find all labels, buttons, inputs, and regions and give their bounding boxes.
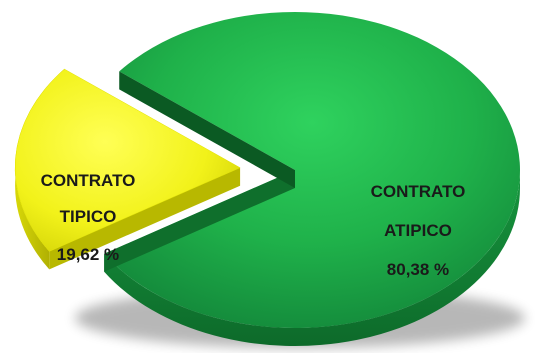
value-atipico: 80,38 % <box>387 260 449 279</box>
slice-tipico <box>14 68 241 252</box>
slice-atipico-inner-wall <box>104 170 295 272</box>
label-tipico-line1: CONTRATO <box>41 171 136 190</box>
slice-atipico <box>104 11 521 328</box>
label-tipico-line2: TIPICO <box>60 207 117 226</box>
label-atipico-line2: ATIPICO <box>384 221 452 240</box>
value-tipico: 19,62 % <box>57 245 119 264</box>
slice-atipico-inner-wall-2 <box>119 71 295 188</box>
label-atipico-line1: CONTRATO <box>371 182 466 201</box>
slice-tipico-cut-face <box>49 167 241 270</box>
